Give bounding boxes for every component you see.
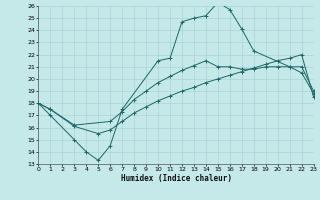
X-axis label: Humidex (Indice chaleur): Humidex (Indice chaleur) xyxy=(121,174,231,183)
